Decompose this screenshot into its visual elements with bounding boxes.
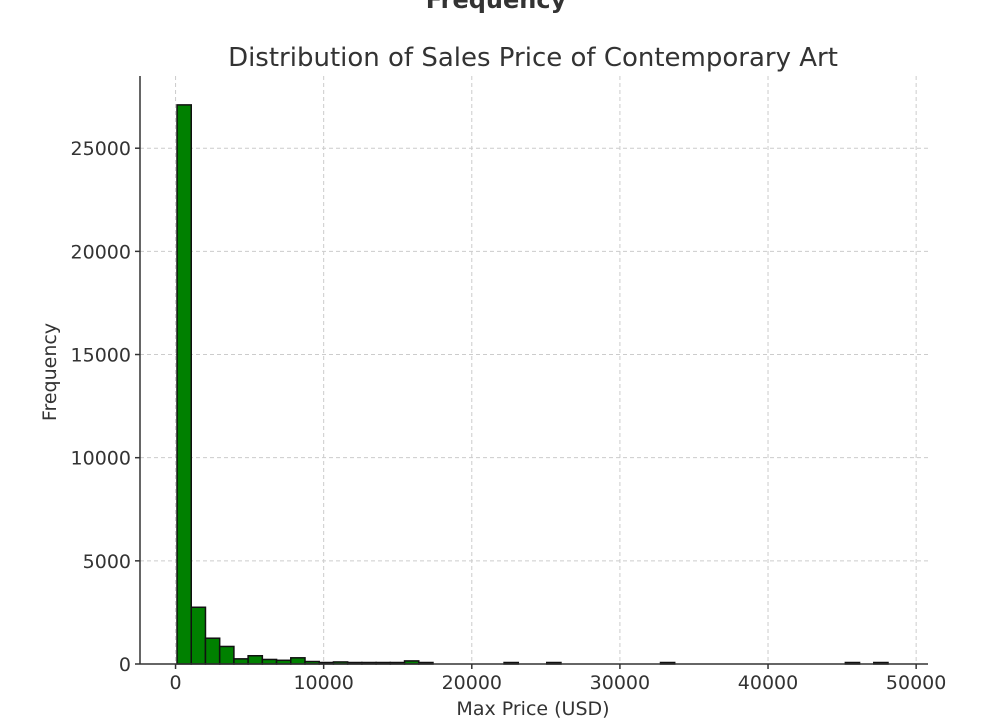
histogram-bar — [204, 637, 221, 665]
x-tick-label: 50000 — [886, 672, 946, 694]
x-tick-label: 30000 — [590, 672, 650, 694]
y-tick-label: 20000 — [71, 241, 131, 263]
histogram-bar — [218, 645, 235, 665]
y-tick-label: 5000 — [83, 551, 131, 573]
y-tick-label: 0 — [119, 654, 131, 676]
histogram-bar — [247, 654, 264, 665]
y-tick-label: 10000 — [71, 448, 131, 470]
histogram-bar — [290, 657, 306, 665]
x-tick-label: 0 — [170, 672, 182, 694]
histogram-bars — [176, 104, 889, 665]
histogram-bar — [176, 104, 192, 665]
x-tick-label: 20000 — [442, 672, 502, 694]
tick-labels: 0 10000 20000 30000 40000 50000 0 5000 10000 1500… — [71, 138, 947, 694]
x-tick-label: 40000 — [738, 672, 798, 694]
y-axis-label: Frequency — [39, 323, 61, 421]
chart-title: Distribution of Sales Price of Contempor… — [228, 43, 838, 73]
grid-lines — [140, 76, 928, 664]
clipped-header-text: Frequency — [425, 0, 567, 14]
x-tick-label: 10000 — [293, 672, 353, 694]
y-tick-label: 15000 — [71, 345, 131, 367]
histogram-bar — [233, 658, 249, 665]
histogram-bar — [190, 606, 207, 665]
x-axis-label: Max Price (USD) — [456, 698, 609, 720]
y-tick-label: 25000 — [71, 138, 131, 160]
axes — [139, 76, 928, 665]
